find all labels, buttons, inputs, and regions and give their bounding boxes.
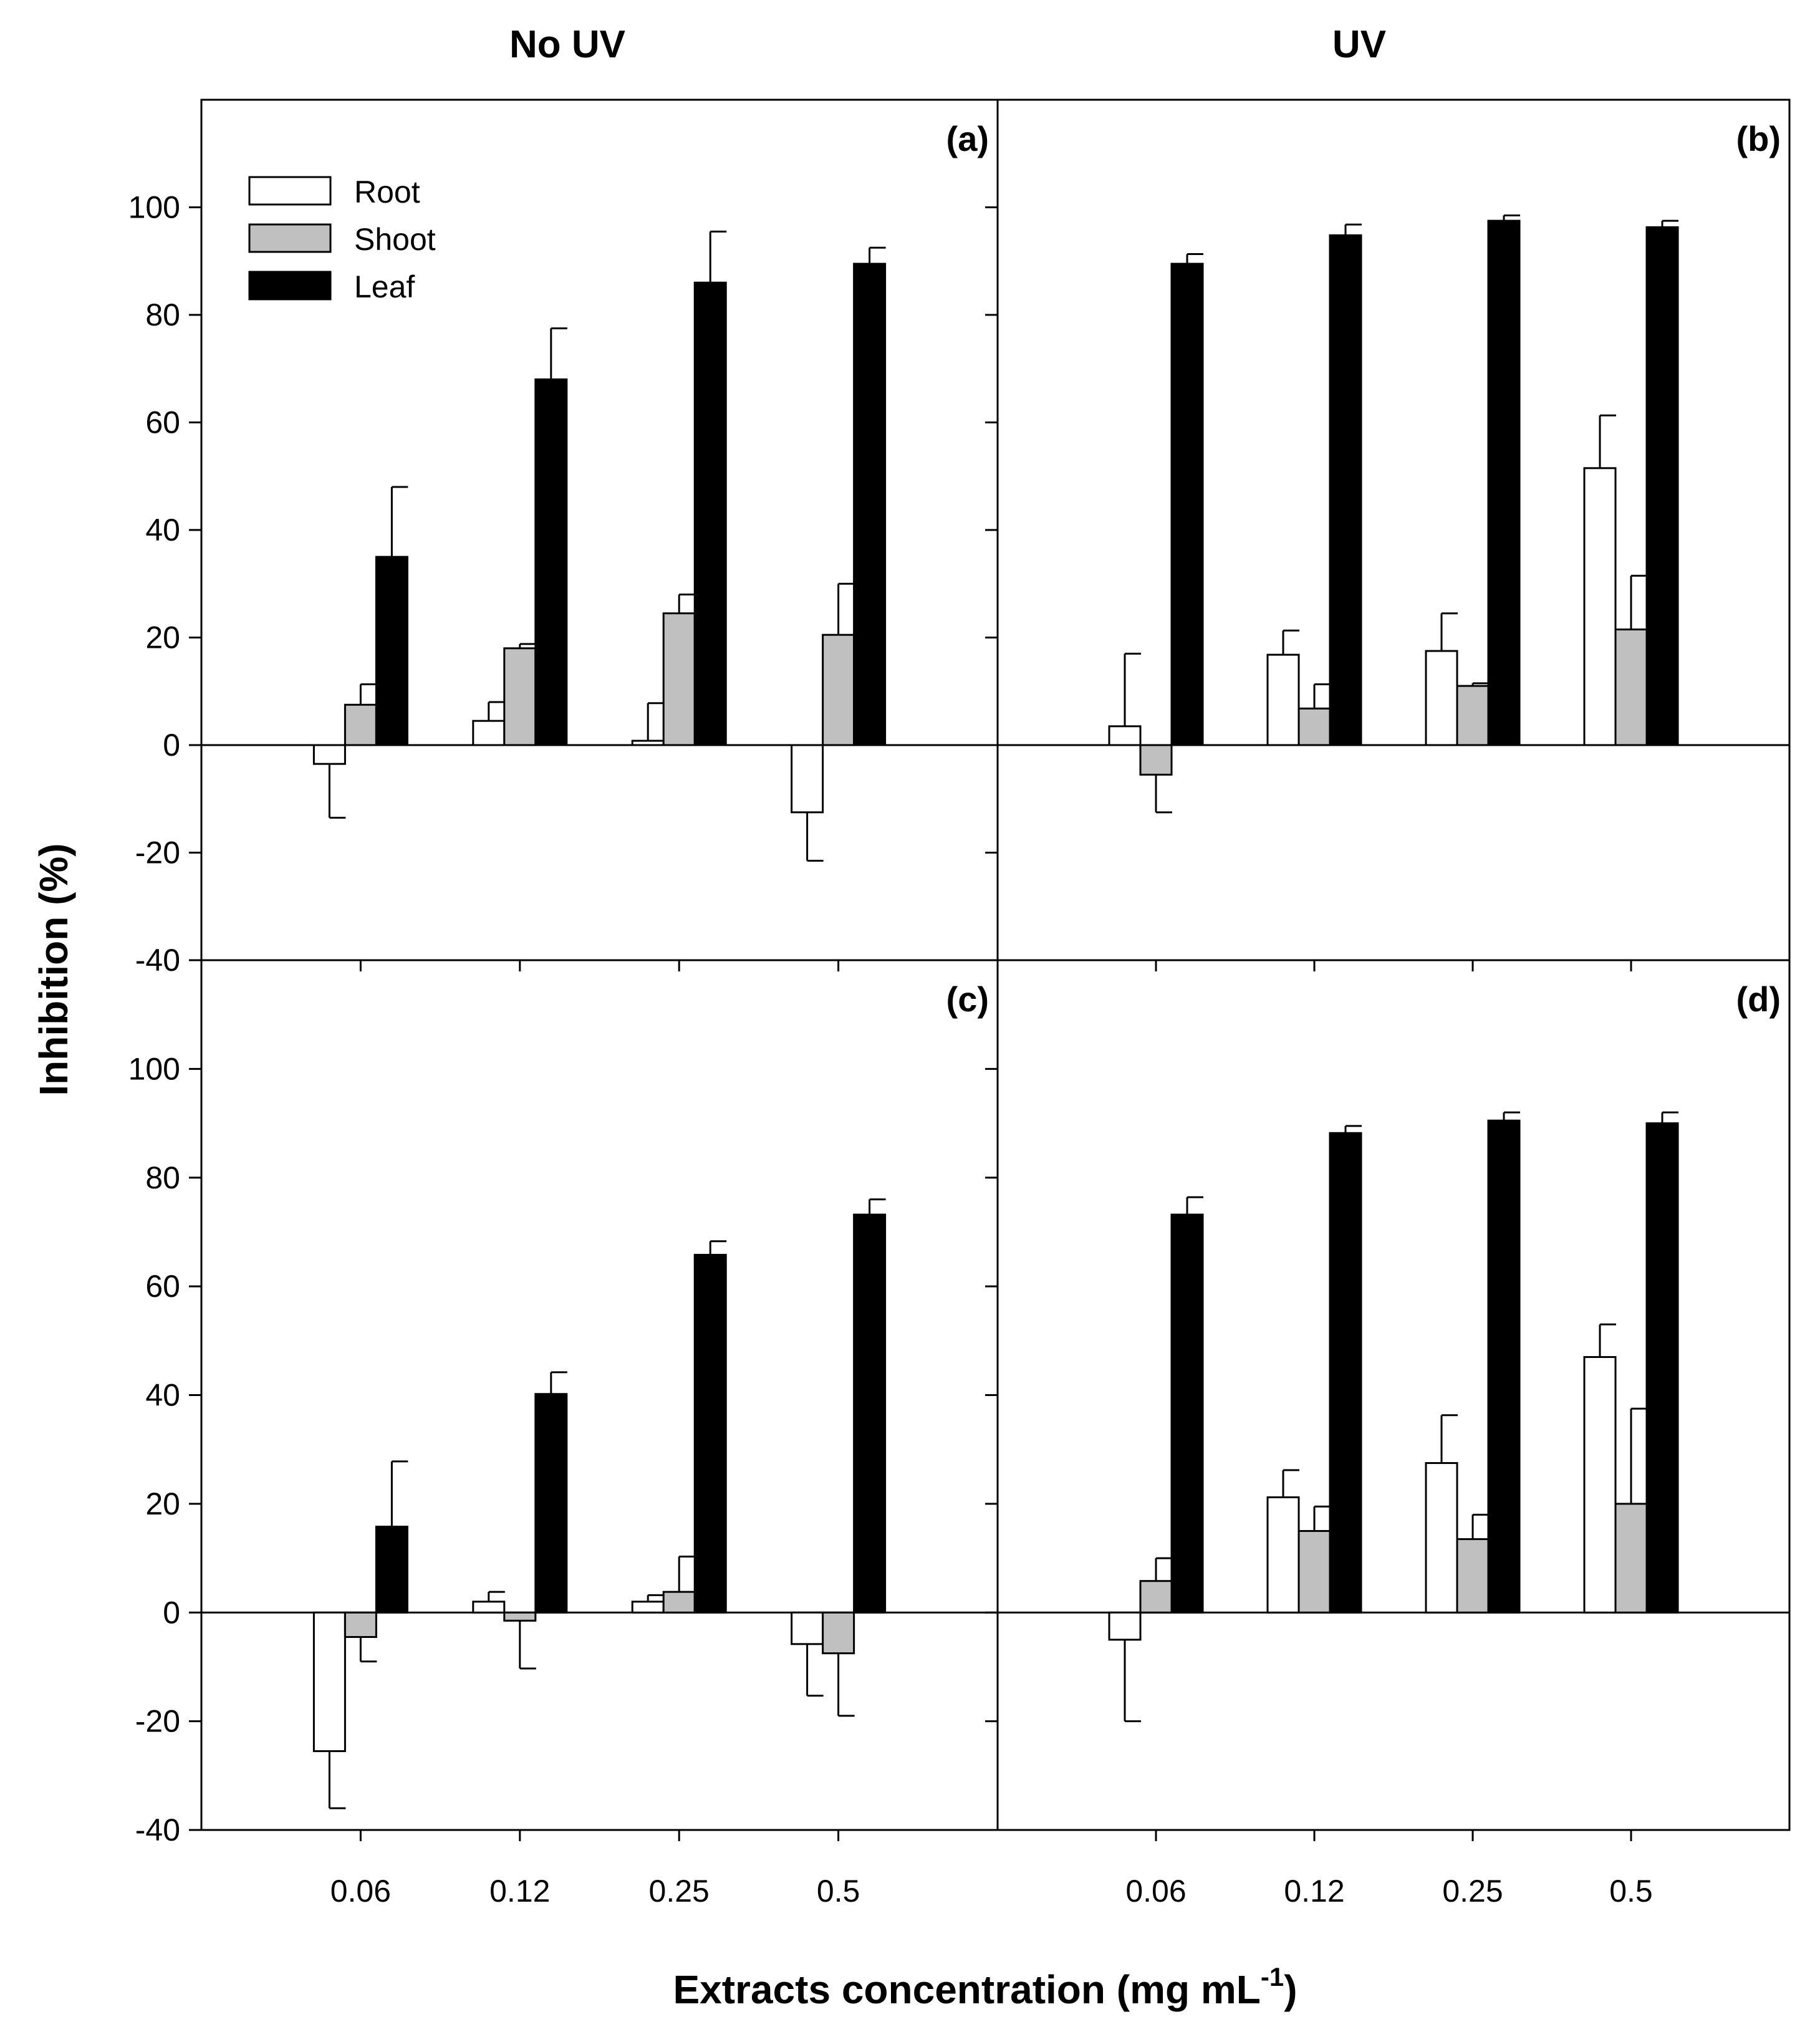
bar-leaf: [1329, 234, 1362, 746]
bar-root: [472, 1601, 506, 1614]
bar-root: [1266, 1496, 1300, 1614]
bar-root: [1583, 1355, 1617, 1614]
bar-shoot: [1614, 628, 1648, 746]
bar-root: [312, 1611, 346, 1753]
bar-shoot: [344, 1611, 377, 1638]
bar-root: [472, 720, 506, 746]
bar-shoot: [1614, 1503, 1648, 1614]
y-tick-label: 20: [145, 620, 180, 655]
bar-root: [1108, 1611, 1142, 1641]
y-tick-label: -40: [135, 943, 180, 978]
bar-leaf: [1645, 1122, 1679, 1614]
x-tick-label: 0.25: [1442, 1874, 1503, 1909]
bar-leaf: [375, 556, 408, 746]
bar-leaf: [1645, 226, 1679, 746]
bar-root: [791, 1611, 824, 1645]
legend-swatch-leaf: [248, 271, 332, 301]
bar-shoot: [503, 647, 537, 746]
y-tick-label: 40: [145, 1378, 180, 1413]
x-tick-label: 0.25: [649, 1874, 710, 1909]
y-axis-title: Inhibition (%): [31, 843, 76, 1095]
panel-label: (c): [946, 980, 989, 1019]
y-tick-label: -20: [135, 1704, 180, 1739]
bar-leaf: [534, 378, 568, 746]
y-tick-label: 80: [145, 1160, 180, 1195]
legend-label-shoot: Shoot: [354, 222, 436, 257]
bar-root: [1108, 725, 1142, 746]
bar-leaf: [853, 262, 887, 746]
bar-shoot: [662, 1591, 696, 1614]
bar-root: [631, 739, 665, 746]
x-tick-label: 0.12: [1284, 1874, 1344, 1909]
bar-shoot: [344, 703, 377, 746]
y-tick-label: 100: [128, 190, 180, 225]
x-tick-label: 0.06: [330, 1874, 391, 1909]
legend-swatch-root: [248, 176, 332, 206]
column-title-uv: UV: [1332, 23, 1386, 66]
y-tick-label: -40: [135, 1813, 180, 1847]
y-tick-label: -20: [135, 835, 180, 870]
x-axis-title-superscript: -1: [1261, 1962, 1284, 1991]
x-axis-title-main: Extracts concentration (mg mL: [673, 1967, 1260, 2012]
bar-root: [1425, 1461, 1458, 1614]
y-tick-label: 60: [145, 1269, 180, 1304]
bar-shoot: [1456, 685, 1490, 746]
x-tick-label: 0.12: [489, 1874, 550, 1909]
bar-shoot: [1456, 1538, 1490, 1614]
legend-label-leaf: Leaf: [354, 269, 415, 304]
bar-root: [791, 744, 824, 814]
y-tick-label: 40: [145, 513, 180, 547]
column-title-no-uv: No UV: [509, 23, 625, 66]
bar-leaf: [1329, 1132, 1362, 1614]
bar-shoot: [1298, 707, 1331, 746]
bar-shoot: [1298, 1529, 1331, 1614]
x-tick-label: 0.06: [1125, 1874, 1186, 1909]
bar-root: [312, 744, 346, 765]
y-tick-label: 100: [128, 1051, 180, 1086]
legend: Root Shoot Leaf: [248, 175, 436, 304]
y-tick-label: 60: [145, 405, 180, 440]
bar-root: [1583, 467, 1617, 746]
bar-leaf: [853, 1213, 887, 1614]
bar-shoot: [662, 612, 696, 746]
legend-swatch-shoot: [248, 223, 332, 253]
y-tick-label: 80: [145, 297, 180, 332]
panel-label: (b): [1736, 119, 1781, 158]
panel-label: (d): [1736, 980, 1781, 1019]
bar-leaf: [1170, 1213, 1204, 1614]
panel-c: -40 -20 0 20 40 60 80 100 0.06 0.12 0.25 0.5 (c): [128, 959, 999, 1909]
panel-label: (a): [946, 119, 989, 158]
y-tick-label: 0: [163, 1595, 180, 1630]
legend-label-root: Root: [354, 175, 420, 209]
x-axis-title: Extracts concentration (mg mL-1): [673, 1962, 1297, 2012]
bar-root: [1266, 653, 1300, 746]
x-tick-label: 0.5: [1609, 1874, 1653, 1909]
x-tick-label: 0.5: [817, 1874, 860, 1909]
bar-shoot: [1139, 1580, 1173, 1614]
bar-leaf: [693, 1254, 727, 1614]
panel-d: 0.06 0.12 0.25 0.5 (d): [985, 959, 1791, 1909]
bar-shoot: [822, 1611, 855, 1655]
x-axis-title-close: ): [1284, 1967, 1297, 2012]
bar-leaf: [534, 1393, 568, 1614]
bar-shoot: [1139, 744, 1173, 776]
bar-leaf: [1170, 262, 1204, 746]
bar-root: [1425, 650, 1458, 746]
bar-shoot: [503, 1611, 537, 1622]
bar-root: [631, 1601, 665, 1614]
panel-b: (b): [985, 99, 1791, 971]
panel-a: -40 -20 0 20 40 60 80 100 (a): [128, 99, 999, 978]
bar-leaf: [1487, 1119, 1521, 1614]
bar-leaf: [1487, 219, 1521, 746]
y-tick-label: 20: [145, 1486, 180, 1521]
bar-shoot: [822, 633, 855, 746]
bar-leaf: [693, 281, 727, 746]
y-tick-label: 0: [163, 728, 180, 763]
bar-leaf: [375, 1525, 408, 1614]
